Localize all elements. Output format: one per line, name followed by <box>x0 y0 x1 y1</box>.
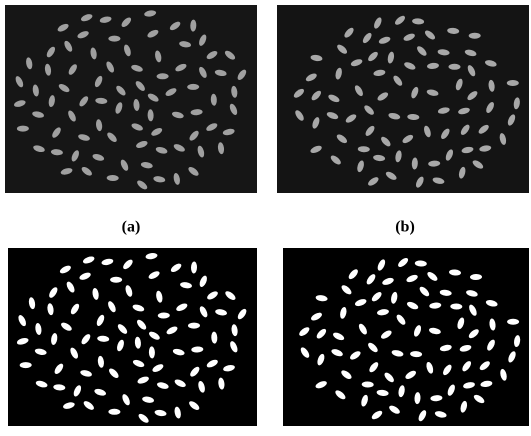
image-a-binary <box>8 248 257 426</box>
grain-binary <box>110 277 122 283</box>
figure: (a) (b) <box>0 0 531 436</box>
panel-label: (a) <box>122 219 141 236</box>
grain-gray <box>108 36 120 42</box>
grain-binary <box>507 319 519 325</box>
grain-gray <box>507 80 519 86</box>
image-a-gray <box>5 5 257 193</box>
panel-label: (b) <box>395 219 415 236</box>
